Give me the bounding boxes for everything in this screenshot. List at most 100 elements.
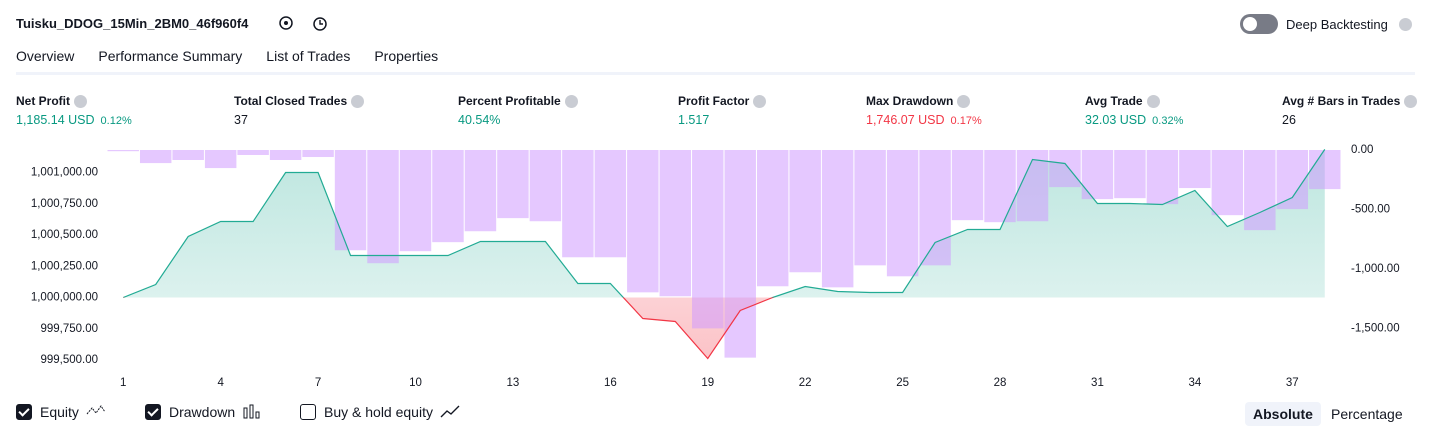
strategy-title: Tuisku_DDOG_15Min_2BM0_46f960f4 — [16, 16, 249, 31]
header-icons — [279, 16, 327, 31]
legend-icon — [440, 405, 460, 418]
y-tick-label: 1,000,750.00 — [31, 198, 98, 210]
drawdown-bar — [919, 150, 951, 266]
drawdown-bar — [269, 150, 302, 160]
metric-value-row: 37 — [234, 113, 364, 127]
legend-item[interactable]: Drawdown — [145, 404, 264, 420]
drawdown-bar — [139, 150, 172, 164]
drawdown-bar — [334, 150, 367, 251]
metric-value: 1.517 — [678, 113, 710, 127]
tabs: Overview Performance Summary List of Trade… — [16, 48, 438, 75]
metric-value-row: 1,185.14 USD 0.12% — [16, 113, 132, 127]
help-icon — [1399, 18, 1412, 31]
metric-value-row: 1,746.07 USD 0.17% — [866, 113, 982, 127]
metric-value: 40.54% — [458, 113, 501, 127]
drawdown-bar — [562, 150, 594, 258]
metric-value-row: 26 — [1282, 113, 1417, 127]
equity-area-negative — [123, 297, 1325, 359]
scale-button[interactable]: Absolute — [1245, 402, 1321, 426]
metric-value: 26 — [1282, 113, 1296, 127]
checkbox[interactable] — [16, 404, 32, 420]
x-tick-label: 28 — [994, 377, 1007, 389]
metric-value: 32.03 USD — [1085, 113, 1147, 127]
y2-tick-label: -1,000.00 — [1351, 263, 1400, 275]
y2-tick-label: 0.00 — [1351, 144, 1373, 156]
metric-label: Avg # Bars in Trades — [1282, 94, 1418, 108]
drawdown-bar — [692, 150, 724, 329]
toggle[interactable] — [1240, 14, 1278, 34]
y2-tick-label: -1,500.00 — [1351, 322, 1400, 334]
drawdown-bar — [1081, 150, 1114, 200]
legend-label: Drawdown — [169, 404, 236, 420]
scale-button[interactable]: Percentage — [1331, 406, 1403, 422]
x-tick-label: 25 — [896, 377, 909, 389]
x-tick-label: 31 — [1091, 377, 1104, 389]
legend-icon — [243, 404, 260, 419]
legend-item[interactable]: Equity — [16, 404, 108, 420]
x-tick-label: 7 — [315, 377, 321, 389]
legend-item[interactable]: Buy & hold equity — [300, 404, 462, 420]
tab[interactable]: Properties — [374, 48, 439, 64]
checkbox[interactable] — [300, 404, 316, 420]
drawdown-bar — [1114, 150, 1146, 199]
drawdown-bar — [1276, 150, 1309, 210]
y-tick-label: 999,750.00 — [40, 323, 98, 335]
metric-name: Avg # Bars in Trades — [1282, 94, 1401, 108]
x-tick-label: 10 — [409, 377, 422, 389]
toggle-label: Deep Backtesting — [1286, 17, 1388, 32]
x-tick-label: 37 — [1286, 377, 1299, 389]
drawdown-bar — [1244, 150, 1276, 231]
metric-label: Max Drawdown — [866, 94, 982, 108]
metric: Max Drawdown 1,746.07 USD 0.17% — [866, 94, 982, 127]
y-tick-label: 1,000,500.00 — [31, 229, 98, 241]
drawdown-bar — [984, 150, 1016, 223]
drawdown-bar — [237, 150, 269, 155]
y-tick-label: 1,000,250.00 — [31, 260, 98, 272]
drawdown-bar — [1016, 150, 1049, 222]
metric-name: Net Profit — [16, 94, 70, 108]
metric-label: Total Closed Trades — [234, 94, 365, 108]
metric-value-row: 32.03 USD 0.32% — [1085, 113, 1183, 127]
drawdown-bar — [1179, 150, 1211, 189]
tab[interactable]: List of Trades — [266, 48, 351, 64]
metric-value-row: 40.54% — [458, 113, 578, 127]
legend-icon — [86, 405, 106, 415]
metric-value: 37 — [234, 113, 248, 127]
tab[interactable]: Overview — [16, 48, 75, 75]
drawdown-bar — [854, 150, 886, 266]
drawdown-bar — [659, 150, 692, 297]
drawdown-bar — [756, 150, 789, 287]
x-tick-label: 1 — [120, 377, 126, 389]
metric-percent: 0.12% — [100, 115, 132, 127]
y2-tick-label: -500.00 — [1351, 203, 1390, 215]
tab[interactable]: Performance Summary — [98, 48, 243, 64]
drawdown-bar — [1309, 150, 1341, 190]
info-icon — [957, 94, 971, 108]
metric: Avg # Bars in Trades 26 — [1282, 94, 1418, 127]
metric-label: Net Profit — [16, 94, 132, 108]
drawdown-bar — [821, 150, 854, 288]
x-tick-label: 34 — [1188, 377, 1201, 389]
metric: Avg Trade 32.03 USD 0.32% — [1085, 94, 1183, 127]
drawdown-bar — [432, 150, 464, 243]
y-tick-label: 1,001,000.00 — [31, 167, 98, 179]
drawdown-bar — [172, 150, 204, 160]
info-icon — [564, 94, 578, 108]
drawdown-bar — [367, 150, 399, 264]
y-tick-label: 999,500.00 — [40, 354, 98, 366]
x-tick-label: 19 — [701, 377, 714, 389]
drawdown-bar — [529, 150, 562, 222]
checkbox[interactable] — [145, 404, 161, 420]
info-icon — [1404, 94, 1418, 108]
metric-value-row: 1.517 — [678, 113, 766, 127]
equity-line — [123, 149, 1326, 298]
drawdown-bar — [107, 150, 139, 152]
drawdown-bar — [464, 150, 497, 232]
info-icon — [351, 94, 365, 108]
legend-label: Equity — [40, 404, 79, 420]
drawdown-bar — [302, 150, 334, 158]
drawdown-bar — [627, 150, 659, 293]
drawdown-bar — [1049, 150, 1081, 188]
info-icon — [1146, 94, 1160, 108]
